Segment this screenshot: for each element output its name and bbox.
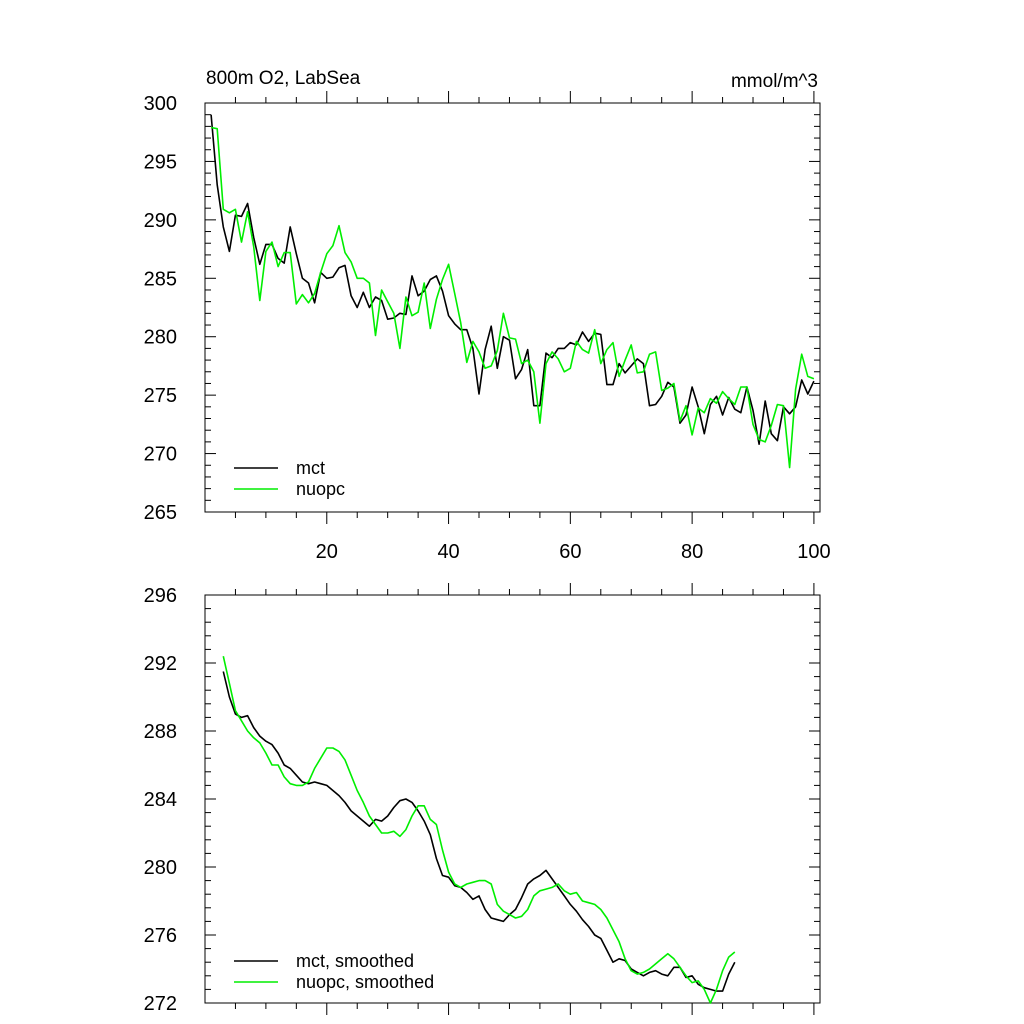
legend-entry: nuopc xyxy=(296,479,345,499)
y-tick-label: 296 xyxy=(144,585,177,607)
bottom-panel: 272 276 280 284 288 292 296 mct, smoothednuopc,… xyxy=(144,583,821,1015)
legend-entry: mct xyxy=(296,458,325,478)
plot-frame xyxy=(204,594,821,1004)
x-tick-label: 60 xyxy=(559,541,581,563)
series-line-nuopc xyxy=(210,126,815,469)
y-tick-label: 285 xyxy=(144,268,177,290)
y-tick-label: 275 xyxy=(144,385,177,407)
x-tick-label: 100 xyxy=(797,541,830,563)
x-tick-label: 40 xyxy=(437,541,459,563)
legend-entry: mct, smoothed xyxy=(296,951,414,971)
y-tick-label: 280 xyxy=(144,857,177,879)
y-tick-label: 265 xyxy=(144,502,177,524)
series-line-nuopc-smoothed xyxy=(222,656,736,1004)
series-line-mct xyxy=(210,114,815,446)
y-tick-label: 272 xyxy=(144,993,177,1015)
y-tick-label: 290 xyxy=(144,210,177,232)
y-tick-label: 288 xyxy=(144,721,177,743)
y-tick-label: 295 xyxy=(144,151,177,173)
y-tick-label: 284 xyxy=(144,789,177,811)
y-tick-label: 280 xyxy=(144,327,177,349)
legend-entry: nuopc, smoothed xyxy=(296,972,434,992)
y-tick-label: 300 xyxy=(144,93,177,115)
units-label: mmol/m^3 xyxy=(731,71,818,92)
y-tick-label: 292 xyxy=(144,653,177,675)
x-tick-label: 20 xyxy=(316,541,338,563)
y-tick-label: 270 xyxy=(144,444,177,466)
chart-title: 800m O2, LabSea xyxy=(206,68,361,89)
series-line-mct-smoothed xyxy=(222,671,736,992)
plot-frame xyxy=(204,102,821,513)
top-panel: 800m O2, LabSea mmol/m^3 265 270 275 280 285… xyxy=(144,68,831,563)
x-tick-label: 80 xyxy=(681,541,703,563)
y-tick-label: 276 xyxy=(144,925,177,947)
